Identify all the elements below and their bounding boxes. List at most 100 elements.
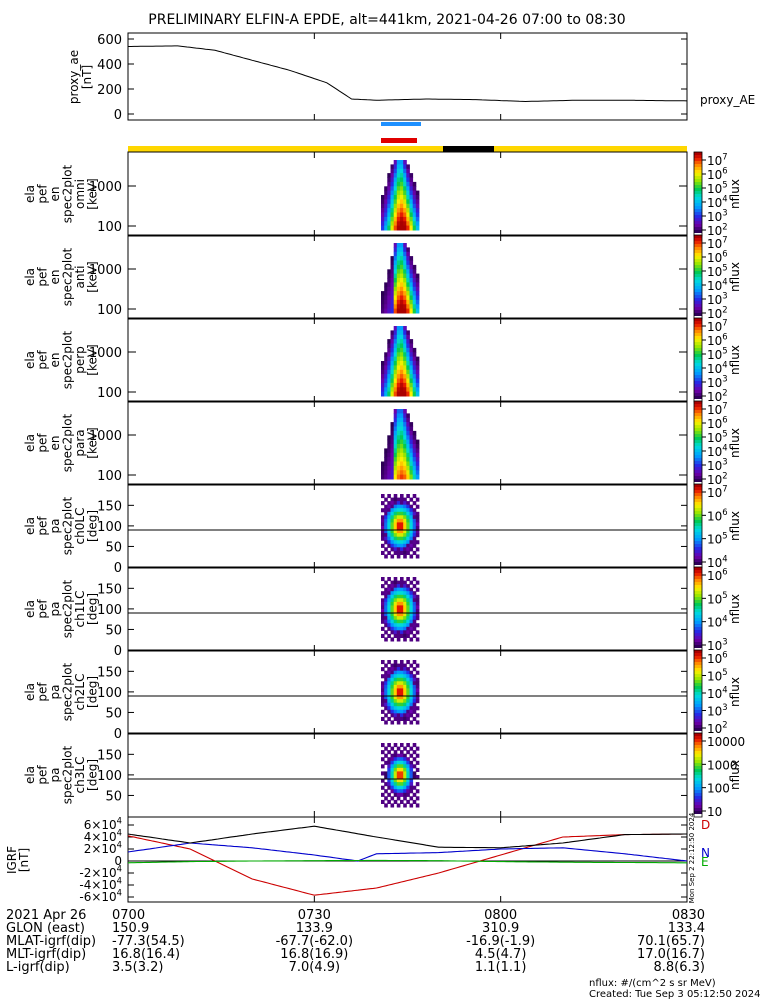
spectrogram-cell	[387, 186, 391, 192]
spectrogram-cell	[390, 365, 395, 371]
colorbar-cell	[694, 653, 702, 657]
spectrogram-cell	[403, 767, 407, 772]
spectrogram-cell	[393, 518, 398, 523]
colorbar-cell	[694, 262, 702, 266]
spectrogram-cell	[403, 334, 407, 340]
colorbar-cell	[694, 307, 702, 311]
spectrogram-cell	[412, 667, 417, 672]
spectrogram-cell	[400, 601, 404, 606]
spectrogram-cell	[390, 778, 395, 783]
colorbar-cell	[694, 369, 702, 373]
spectrogram-cell	[396, 775, 401, 780]
colorbar-tick-label: 102	[707, 222, 728, 238]
spectrogram-cell	[400, 577, 404, 582]
spectrogram-cell	[412, 533, 417, 538]
spectrogram-cell	[415, 677, 420, 682]
table-cell: 1.1(1.1)	[475, 960, 527, 975]
spectrogram-cell	[390, 591, 395, 596]
spectrogram-cell	[393, 435, 398, 441]
spectrogram-cell	[393, 474, 398, 480]
spectrogram-cell	[381, 619, 385, 624]
spectrogram-cell	[403, 612, 407, 617]
spectrogram-cell	[406, 626, 410, 631]
spectrogram-cell	[403, 536, 407, 541]
spectrogram-cell	[403, 356, 407, 362]
spectrogram-cell	[393, 391, 398, 397]
spectrogram-cell	[403, 256, 407, 261]
spectrogram-cell	[403, 203, 407, 209]
table-cell: 133.4	[668, 921, 705, 936]
spectrogram-cell	[409, 594, 414, 599]
spectrogram-cell	[400, 504, 404, 509]
spectrogram-cell	[393, 667, 398, 672]
spectrogram-cell	[396, 164, 401, 170]
spectrogram-cell	[396, 369, 401, 375]
spectrogram-cell	[384, 511, 388, 516]
spectrogram-cell	[390, 775, 395, 780]
spectrogram-cell	[406, 452, 410, 458]
spectrogram-cell	[393, 352, 398, 358]
spectrogram-cell	[381, 203, 385, 209]
spectrogram-cell	[393, 426, 398, 432]
spectrogram-cell	[390, 369, 395, 375]
spectrogram-cell	[400, 173, 404, 178]
spectrogram-cell	[415, 601, 420, 606]
spectrogram-cell	[412, 681, 417, 686]
spectrogram-cell	[400, 243, 404, 248]
spectrogram-cell	[396, 474, 401, 480]
spectrogram-cell	[403, 435, 407, 441]
colorbar-cell	[694, 366, 702, 370]
colorbar-cell	[694, 745, 702, 749]
spectrogram-cell	[403, 782, 407, 787]
spectrogram-cell	[390, 612, 395, 617]
colorbar-cell	[694, 606, 702, 610]
y-axis-label: ela	[23, 600, 37, 618]
spectrogram-cell	[390, 789, 395, 794]
colorbar-cell	[694, 742, 702, 746]
spectrogram-cell	[409, 623, 414, 628]
spectrogram-cell	[415, 637, 420, 642]
colorbar-cell	[694, 704, 702, 708]
spectrogram-cell	[415, 594, 420, 599]
spectrogram-cell	[390, 511, 395, 516]
colorbar-cell	[694, 582, 702, 586]
spectrogram-cell	[406, 764, 410, 769]
spectrogram-cell	[415, 474, 420, 480]
igrf-line-total	[127, 825, 687, 849]
spectrogram-cell	[403, 426, 407, 432]
spectrogram-cell	[393, 619, 398, 624]
spectrogram-cell	[390, 695, 395, 700]
footer-created: Created: Tue Sep 3 05:12:50 2024	[589, 989, 761, 1000]
spectrogram-cell	[409, 286, 414, 292]
colorbar-cell	[694, 440, 702, 444]
spectrogram-cell	[403, 365, 407, 371]
spectrogram-cell	[409, 444, 414, 449]
spectrogram-cell	[400, 580, 404, 585]
spectrogram-cell	[415, 195, 420, 200]
spectrogram-cell	[403, 504, 407, 509]
spectrogram-cell	[412, 304, 417, 310]
spectrogram-cell	[403, 584, 407, 589]
colorbar-cell	[694, 422, 702, 426]
spectrogram-cell	[403, 670, 407, 675]
spectrogram-cell	[412, 771, 417, 776]
spectrogram-cell	[409, 308, 414, 314]
spectrogram-cell	[393, 269, 398, 275]
spectrogram-cell	[415, 439, 420, 445]
spectrogram-cell	[390, 609, 395, 614]
spectrogram-cell	[406, 743, 410, 748]
y-axis-label: pef	[36, 516, 50, 536]
spectrogram-cell	[384, 702, 388, 707]
spectrogram-cell	[381, 378, 385, 384]
spectrogram-cell	[390, 430, 395, 436]
spectrogram-cell	[396, 387, 401, 393]
spectrogram-cell	[400, 778, 404, 783]
spectrogram-cell	[390, 803, 395, 808]
panel-frame	[127, 151, 688, 237]
y-tick-label: 100	[97, 603, 122, 618]
colorbar-cell	[694, 689, 702, 693]
spectrogram-cell	[403, 273, 407, 279]
spectrogram-cell	[390, 709, 395, 714]
colorbar-cell	[694, 805, 702, 809]
